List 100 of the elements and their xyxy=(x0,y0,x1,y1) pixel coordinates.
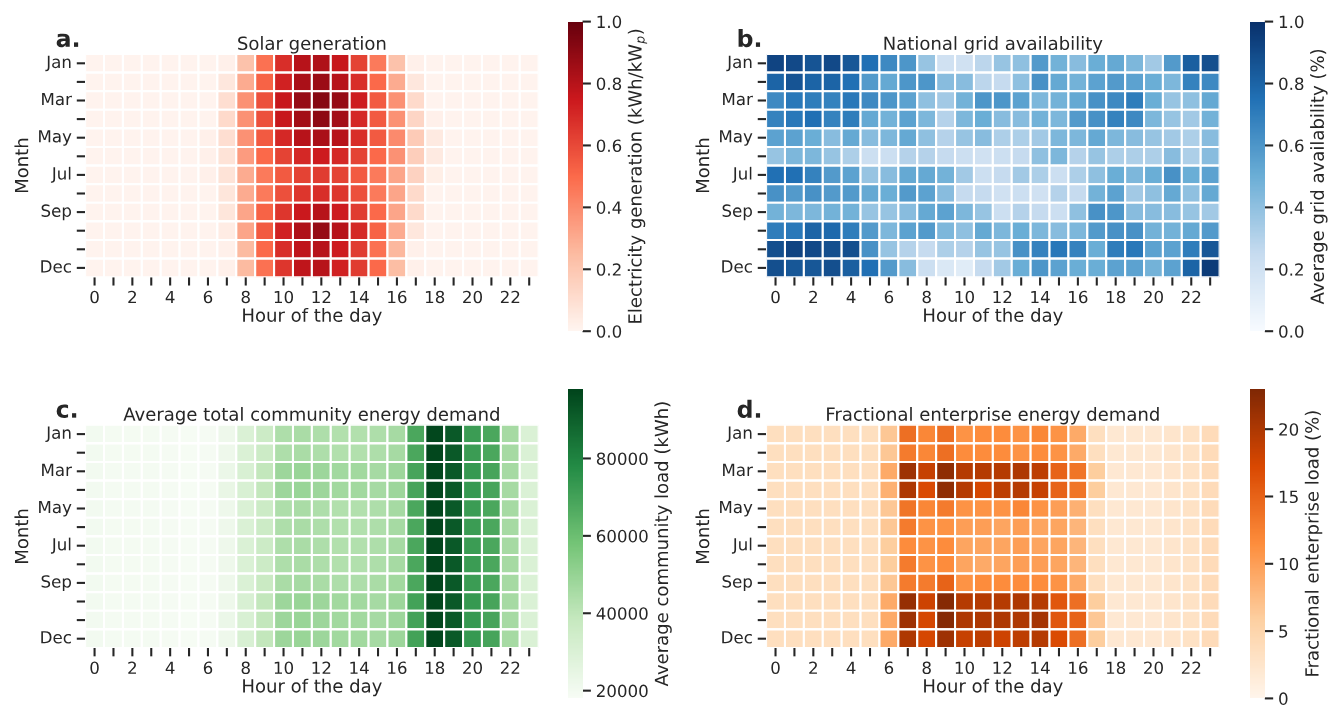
y-tick-label: Jul xyxy=(50,537,71,554)
x-tick-label: 8 xyxy=(922,290,931,304)
x-tick-label: 14 xyxy=(1031,661,1050,674)
color-bar-label: 15 xyxy=(1279,490,1298,504)
x-tick-label: 10 xyxy=(274,290,294,304)
color-bar-label: 20000 xyxy=(596,684,648,698)
color-bar-label: 0.4 xyxy=(1279,201,1304,214)
x-tick-label: 2 xyxy=(809,290,817,304)
y-tick-label: May xyxy=(39,130,72,146)
x-tick-label: 8 xyxy=(241,661,250,675)
chart-title: Average total community energy demand xyxy=(123,406,499,425)
text: d. xyxy=(737,399,761,418)
color-bar-label: 0.8 xyxy=(1279,77,1304,91)
y-tick-label: Dec xyxy=(722,631,752,644)
y-tick-label: Jul xyxy=(731,537,752,554)
y-tick-label: Sep xyxy=(41,204,72,221)
x-tick-label: 18 xyxy=(425,661,445,675)
color-bar-label: 60000 xyxy=(596,529,648,543)
x-tick-label: 14 xyxy=(350,661,369,674)
x-tick-label: 6 xyxy=(884,290,894,304)
color-bar-title: Electricity generation (kWh/kW$_{p}$) xyxy=(627,29,648,323)
y-axis-title: Month xyxy=(695,138,710,193)
y-tick-label: Jan xyxy=(726,55,752,72)
y-tick-label: Sep xyxy=(41,575,72,591)
y-tick-label: Mar xyxy=(42,92,72,106)
x-tick-label: 16 xyxy=(388,661,407,675)
y-tick-label: Sep xyxy=(722,575,752,591)
y-tick-label: Mar xyxy=(42,463,72,477)
y-tick-label: Sep xyxy=(722,204,752,221)
color-bar-label: 0.6 xyxy=(596,139,622,153)
x-tick-label: 14 xyxy=(1031,290,1050,304)
x-tick-label: 2 xyxy=(128,661,136,674)
color-bar-label: 0.8 xyxy=(596,77,622,91)
x-tick-label: 18 xyxy=(425,290,445,304)
x-tick-label: 22 xyxy=(1181,661,1201,674)
x-tick-label: 4 xyxy=(846,290,856,304)
y-tick-label: Jan xyxy=(45,55,71,72)
y-tick-label: May xyxy=(720,500,753,517)
color-bar-label: 0.2 xyxy=(1279,263,1303,276)
y-tick-label: Jul xyxy=(731,166,752,183)
y-tick-label: Jul xyxy=(50,166,71,183)
color-bar-label: 20 xyxy=(1279,423,1299,436)
y-axis-title: Month xyxy=(14,509,29,563)
x-tick-label: 20 xyxy=(1144,290,1163,304)
color-bar-label: 1.0 xyxy=(597,15,622,29)
color-bar-label: 0.0 xyxy=(596,325,622,338)
x-tick-label: 0 xyxy=(771,661,780,675)
x-tick-label: 10 xyxy=(955,290,974,304)
text: a. xyxy=(56,33,79,48)
x-tick-label: 12 xyxy=(312,290,331,304)
x-tick-label: 10 xyxy=(274,661,294,675)
x-tick-label: 16 xyxy=(1069,290,1088,304)
x-tick-label: 8 xyxy=(922,661,931,675)
color-bar-title: Fractional enterprise load (%) xyxy=(1304,411,1323,676)
y-tick-label: Dec xyxy=(41,260,71,273)
color-bar-label: 0.0 xyxy=(1279,325,1304,338)
color-bar-label: 10 xyxy=(1279,557,1299,571)
color-bar-label: 0.6 xyxy=(1279,139,1304,153)
x-tick-label: 4 xyxy=(165,290,175,304)
x-tick-label: 4 xyxy=(846,661,856,674)
color-bar-title: Average community load (kWh) xyxy=(654,402,672,687)
x-axis-title: Hour of the day xyxy=(243,307,382,326)
color-bar-label: 80000 xyxy=(596,452,648,466)
x-tick-label: 12 xyxy=(312,661,331,674)
x-tick-label: 2 xyxy=(128,290,136,304)
x-tick-label: 20 xyxy=(463,290,483,304)
x-tick-label: 22 xyxy=(1181,290,1201,304)
y-tick-label: Mar xyxy=(723,463,753,477)
x-axis-title: Hour of the day xyxy=(924,678,1063,697)
x-tick-label: 20 xyxy=(463,661,483,675)
y-tick-label: Jan xyxy=(45,426,71,443)
x-tick-label: 22 xyxy=(500,290,520,304)
y-axis-title: Month xyxy=(695,509,710,563)
color-bar-label: 0.2 xyxy=(596,263,621,276)
x-tick-label: 4 xyxy=(165,661,175,674)
x-tick-label: 22 xyxy=(500,661,520,674)
x-tick-label: 10 xyxy=(955,661,974,675)
y-tick-label: Jan xyxy=(726,426,752,443)
x-tick-label: 12 xyxy=(993,661,1012,674)
y-tick-label: May xyxy=(39,500,72,517)
x-tick-label: 6 xyxy=(203,290,213,304)
x-tick-label: 6 xyxy=(203,661,213,675)
y-tick-label: Mar xyxy=(723,92,753,106)
chart-title: Solar generation xyxy=(238,36,386,54)
x-axis-title: Hour of the day xyxy=(243,678,382,697)
color-bar-label: 1.0 xyxy=(1279,15,1304,29)
x-tick-label: 0 xyxy=(90,290,99,304)
x-tick-label: 20 xyxy=(1144,661,1163,675)
text: b. xyxy=(738,28,761,48)
x-tick-label: 14 xyxy=(350,290,369,304)
x-tick-label: 0 xyxy=(90,661,99,675)
y-tick-label: Dec xyxy=(41,631,71,644)
text: c. xyxy=(56,404,77,418)
color-bar-label: 5 xyxy=(1279,625,1288,638)
color-bar-label: 0 xyxy=(1279,692,1288,705)
x-axis-title: Hour of the day xyxy=(924,307,1063,326)
y-tick-label: May xyxy=(720,130,753,146)
x-tick-label: 18 xyxy=(1106,290,1126,304)
x-tick-label: 18 xyxy=(1106,661,1126,675)
x-tick-label: 8 xyxy=(241,290,250,304)
